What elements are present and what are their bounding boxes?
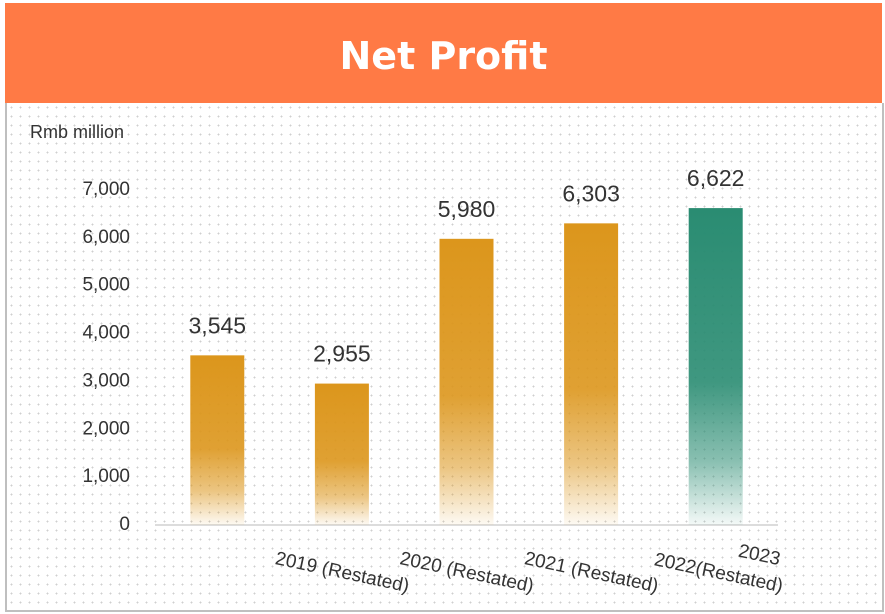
x-tick-label: 2020 (Restated) — [398, 548, 536, 597]
x-tick-label: 2019 (Restated) — [273, 548, 411, 597]
bar — [190, 355, 245, 525]
data-label: 6,622 — [687, 165, 745, 191]
y-tick-label: 1,000 — [82, 466, 130, 487]
data-label: 5,980 — [438, 196, 496, 222]
y-axis-unit: Rmb million — [30, 122, 124, 142]
y-tick-label: 2,000 — [82, 418, 130, 439]
data-label: 3,545 — [189, 312, 247, 338]
y-tick-label: 5,000 — [82, 275, 130, 296]
y-tick-label: 4,000 — [82, 323, 130, 344]
bar — [314, 383, 369, 525]
x-tick-label: 2021 (Restated) — [523, 548, 661, 597]
x-tick-label: 2023 — [736, 541, 782, 570]
header: Net Profit — [5, 3, 882, 103]
data-label: 2,955 — [313, 341, 371, 367]
bar — [564, 223, 619, 525]
bar — [439, 238, 494, 526]
y-tick-label: 3,000 — [82, 370, 130, 391]
chart-title: Net Profit — [339, 34, 548, 78]
y-tick-label: 6,000 — [82, 227, 130, 248]
bar — [688, 208, 743, 525]
y-tick-label: 0 — [119, 514, 130, 535]
data-label: 6,303 — [562, 180, 620, 206]
y-tick-label: 7,000 — [82, 179, 130, 200]
